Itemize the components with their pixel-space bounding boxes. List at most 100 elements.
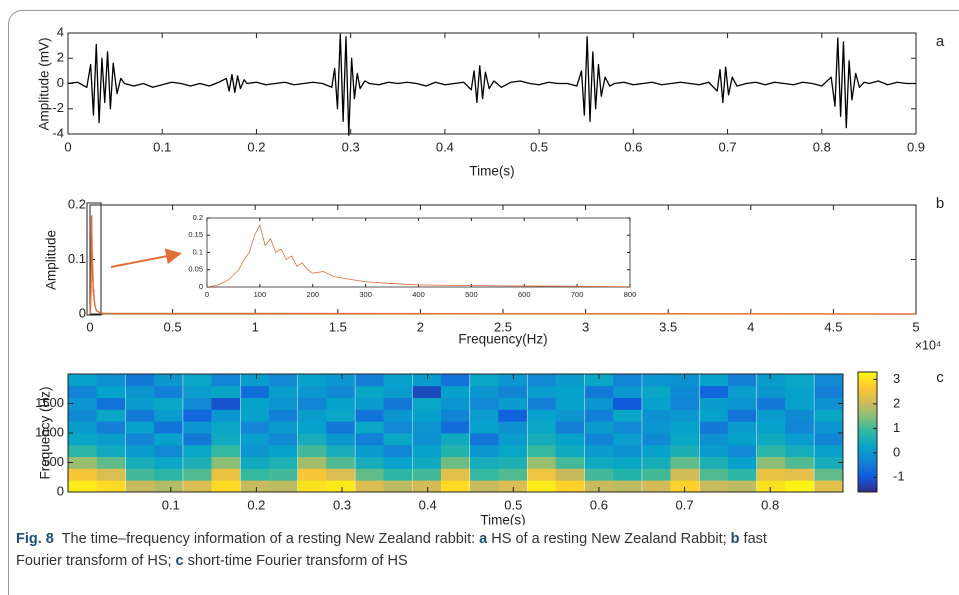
heatmap-cell [584,456,614,469]
heatmap-cell [412,385,442,398]
x-multiplier: ×10⁴ [915,338,942,352]
heatmap-cell [154,468,183,481]
heatmap-cell [527,397,557,410]
heatmap-cell [498,433,527,446]
heatmap-cell [498,409,527,422]
heatmap-cell [642,397,671,410]
heatmap-cell [498,480,527,493]
y-tick-label: -2 [52,100,64,115]
heatmap-cell [125,374,155,387]
heatmap-cell [670,374,700,387]
y-tick-label: 1500 [35,395,64,410]
x-tick-label: 0.7 [676,498,694,513]
caption-text: b [730,531,740,547]
x-tick-label: 1.5 [329,320,347,335]
heatmap-cell [125,468,155,481]
heatmap-cell [211,374,241,387]
heatmap-cell [584,397,614,410]
heatmap-cell [498,421,527,434]
heatmap-cell [785,468,814,481]
x-tick-label: 0 [205,290,209,299]
heatmap-cell [383,456,413,469]
heatmap-cell [355,397,384,410]
heatmap-cell [440,421,470,434]
heatmap-cell [470,385,499,398]
y-tick-label: 0.1 [193,247,203,256]
heatmap-cell [470,397,499,410]
x-tick-label: 100 [254,290,267,299]
heatmap-cell [383,397,413,410]
heatmap-cell [670,456,700,469]
heatmap-cell [642,409,671,422]
heatmap-cell [440,385,470,398]
heatmap-cell [814,385,843,398]
y-tick-label: 0 [79,305,86,320]
heatmap-cell [555,421,585,434]
colorbar-tick-label: -1 [893,469,905,484]
heatmap-cell [268,444,298,457]
heatmap-cell [498,374,527,387]
heatmap-cell [183,409,212,422]
heatmap-cell [154,397,183,410]
heatmap-cell [470,374,499,387]
x-tick-label: 0.6 [624,140,642,155]
heatmap-cell [183,444,212,457]
heatmap-cell [326,385,355,398]
heatmap-cell [297,374,327,387]
heatmap-cell [183,397,212,410]
x-tick-label: 0 [64,140,71,155]
heatmap-cell [613,456,642,469]
heatmap-cell [470,421,499,434]
heatmap-cell [68,433,98,446]
x-tick-label: 0.2 [247,498,265,513]
heatmap-cell [498,397,527,410]
heatmap-cell [498,444,527,457]
heatmap-cell [670,480,700,493]
x-tick-label: 3 [582,320,589,335]
y-axis-label: Frequency (Hz) [38,386,53,479]
heatmap-cell [670,433,700,446]
heatmap-cell [613,397,642,410]
heatmap-cell [68,385,98,398]
heatmap-cell [326,456,355,469]
heatmap-cell [268,409,298,422]
heatmap-cell [326,444,355,457]
heatmap-cell [383,468,413,481]
heatmap-cell [297,433,327,446]
y-tick-label: 0 [57,75,64,90]
heatmap-cell [814,468,843,481]
heatmap-cell [814,456,843,469]
heatmap-cell [756,444,786,457]
heatmap-cell [613,374,642,387]
heatmap-cell [96,374,126,387]
heatmap-cell [154,385,183,398]
heatmap-cell [211,433,241,446]
heatmap-cell [326,397,355,410]
heatmap-cell [297,397,327,410]
heatmap-cell [268,480,298,493]
heatmap-cell [727,397,757,410]
heatmap-cell [211,480,241,493]
x-tick-label: 0.5 [164,320,182,335]
panel-label: c [936,369,944,386]
heatmap-cell [670,421,700,434]
heatmap-cell [785,433,814,446]
caption: Fig. 8 The time–frequency information of… [16,528,776,572]
heatmap-cell [642,374,671,387]
heatmap-cell [154,421,183,434]
y-tick-label: 0 [57,483,64,498]
heatmap-cell [785,409,814,422]
heatmap-cell [412,374,442,387]
heatmap-cell [154,374,183,387]
y-tick-label: 0.2 [193,213,203,222]
heatmap-cell [326,433,355,446]
y-tick-label: 0.05 [188,265,203,274]
zoom-box [86,202,102,316]
heatmap-cell [584,374,614,387]
heatmap-cell [470,456,499,469]
heatmap-cell [470,409,499,422]
data-line [207,224,630,287]
heatmap-cell [642,468,671,481]
heatmap-cell [584,409,614,422]
x-axis-label: Time(s) [480,513,525,525]
